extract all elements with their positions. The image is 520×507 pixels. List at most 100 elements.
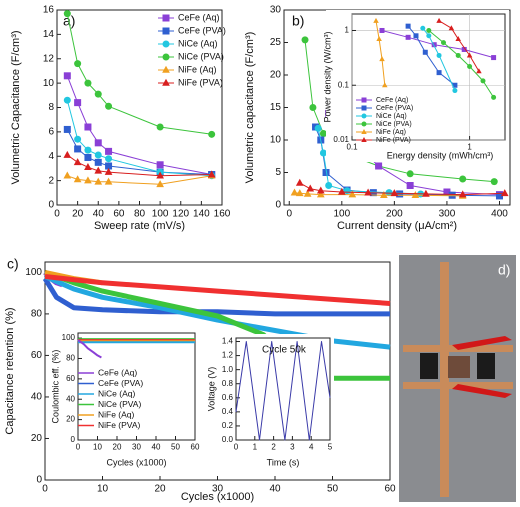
marker (361, 97, 367, 103)
marker (405, 34, 411, 40)
x-tick-label: 50 (327, 484, 339, 495)
x-tick-label: 100 (333, 209, 350, 220)
marker (73, 158, 82, 166)
x-tick-label: 0 (286, 209, 292, 220)
marker (375, 162, 383, 170)
marker (385, 189, 393, 197)
x-tick-label: 400 (491, 209, 508, 220)
marker (63, 72, 71, 80)
marker (361, 121, 367, 127)
marker (63, 10, 71, 18)
marker (466, 52, 473, 58)
y-tick-label: 80 (31, 309, 43, 320)
marker (74, 99, 82, 107)
y-axis-label: Volumetric Capacitance (F/cm³) (10, 30, 22, 184)
legend-label: NiFe (Aq) (376, 129, 406, 136)
marker (390, 189, 399, 197)
panel-label: c) (7, 256, 19, 272)
legend-entry: CeFe (Aq) (356, 97, 408, 104)
marker (431, 42, 437, 48)
marker (458, 190, 467, 198)
x-tick-label: 0 (42, 484, 48, 495)
y-tick-label: 80 (66, 354, 75, 363)
y-tick-label: 100 (62, 333, 76, 342)
marker (63, 171, 72, 179)
marker (420, 25, 426, 31)
legend-label: NiFe (PVA) (376, 137, 411, 144)
legend-label: CeFe (Aq) (376, 97, 408, 104)
marker (382, 82, 388, 88)
y-tick-label: 0 (36, 475, 42, 486)
x-tick-label: 10 (97, 484, 109, 495)
marker (314, 124, 322, 132)
legend-entry: CeFe (Aq) (78, 367, 137, 377)
marker (208, 130, 216, 138)
device (448, 356, 470, 378)
y-tick-label: 4 (48, 151, 54, 162)
marker (467, 63, 473, 69)
marker (316, 186, 325, 194)
x-tick-label: 60 (384, 484, 396, 495)
marker (476, 68, 482, 74)
marker (94, 166, 103, 174)
y-tick-label: 1.4 (222, 337, 234, 346)
series-line (428, 30, 495, 98)
y-tick-label: 15 (270, 102, 282, 113)
marker (322, 169, 330, 176)
x-axis-label: Cycles (x1000) (181, 491, 254, 503)
marker (436, 17, 442, 23)
marker (295, 189, 304, 197)
chart-panel: 0 10 20 30 40 50 60 0 20 40 60 80 100 Cycles (x1000) C… (50, 329, 200, 467)
legend-entry: NiFe (PVA) (158, 77, 223, 87)
marker (364, 188, 372, 196)
marker (162, 53, 170, 61)
legend-entry: NiFe (Aq) (356, 129, 406, 136)
legend-entry: CeFe (PVA) (158, 25, 226, 35)
marker (162, 14, 170, 22)
legend-label: CeFe (Aq) (178, 12, 220, 22)
y-tick-label: 20 (31, 433, 43, 444)
series-line (66, 100, 212, 177)
marker (379, 56, 385, 62)
marker (422, 49, 428, 55)
marker (156, 180, 164, 188)
marker (104, 167, 113, 175)
inset-background (326, 10, 509, 162)
marker (380, 191, 388, 199)
x-axis-label: Cycles (x1000) (106, 457, 166, 467)
y-axis-label: Capacitance retention (%) (4, 307, 16, 434)
marker (406, 182, 414, 189)
marker (448, 191, 456, 199)
marker (73, 175, 82, 183)
x-tick-label: 40 (152, 442, 161, 451)
x-tick-label: 0 (76, 442, 81, 451)
legend-label: NiCe (Aq) (376, 113, 407, 120)
marker (426, 33, 432, 39)
marker (426, 27, 432, 33)
y-tick-label: 14 (43, 29, 55, 40)
marker (295, 178, 304, 186)
x-tick-label: 10 (93, 442, 102, 451)
marker (74, 145, 82, 153)
legend-label: NiFe (Aq) (98, 409, 135, 419)
legend-entry: NiFe (Aq) (158, 64, 217, 74)
x-tick-label: 20 (154, 484, 166, 495)
x-tick-label: 0 (54, 209, 60, 220)
marker (396, 190, 404, 198)
x-tick-label: 160 (214, 209, 231, 220)
marker (105, 102, 113, 110)
marker (74, 135, 82, 143)
marker (411, 191, 420, 199)
legend-entry: NiFe (PVA) (78, 420, 141, 430)
photo-background (399, 255, 516, 502)
series-line (235, 341, 331, 441)
marker (94, 151, 102, 159)
marker (94, 177, 103, 185)
marker (84, 176, 92, 184)
marker (452, 88, 458, 94)
x-tick-label: 0 (234, 442, 239, 451)
y-tick-label: 0 (71, 435, 76, 444)
inset-background (210, 334, 334, 462)
